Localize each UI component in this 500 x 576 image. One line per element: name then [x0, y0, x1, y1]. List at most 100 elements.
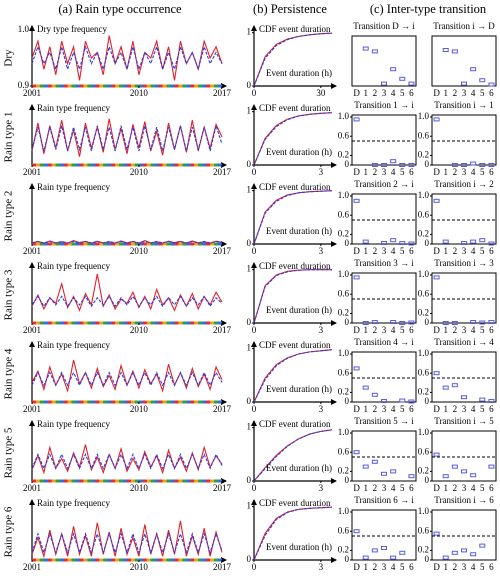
season-strip: [91, 479, 96, 483]
season-strip: [166, 163, 171, 167]
series-line: [31, 371, 223, 387]
season-strip: [154, 163, 159, 167]
season-strip: [162, 479, 167, 483]
season-strip: [206, 321, 211, 325]
season-strip: [32, 400, 36, 404]
row-label: Rain type 5: [3, 427, 15, 478]
series-line: [253, 349, 333, 403]
dot: [488, 320, 495, 325]
season-strip: [150, 558, 155, 562]
season-strip: [111, 558, 116, 562]
series-line: [31, 123, 223, 152]
season-strip: [170, 163, 175, 167]
season-strip: [79, 242, 84, 246]
x-tick-label: 3: [462, 562, 467, 572]
panel-title: Transition 5 → i: [354, 416, 414, 426]
season-strip: [146, 400, 151, 404]
dot: [399, 241, 406, 246]
dot: [461, 81, 467, 86]
dot: [479, 320, 486, 325]
season-strip: [218, 400, 222, 404]
season-strip: [67, 163, 72, 167]
dot: [461, 395, 467, 400]
x-tick-label: 6: [489, 325, 494, 335]
season-strip: [194, 242, 199, 246]
panel-frame: [431, 351, 497, 403]
season-strip: [63, 479, 68, 483]
season-strip: [194, 84, 199, 88]
season-strip: [51, 321, 56, 325]
season-strip: [95, 321, 100, 325]
x-tick-label: 3: [382, 167, 387, 177]
x-tick-label: 2: [453, 167, 458, 177]
panel-title: Transition i → 3: [434, 258, 494, 268]
panel-frame: [351, 351, 417, 403]
y-tick-label: 0.6: [418, 130, 430, 140]
y-tick-label: 1.0: [338, 348, 350, 358]
x-tick-label: 4: [391, 562, 396, 572]
x-tick-label: D: [433, 483, 440, 493]
season-strip: [123, 321, 127, 325]
dot: [451, 49, 458, 54]
season-strip: [218, 479, 222, 483]
y-tick-label: 0: [425, 317, 430, 327]
season-strip: [43, 84, 48, 88]
x-tick-label: 0: [252, 246, 257, 256]
x-tick-label: 5: [480, 246, 485, 256]
season-strip: [154, 84, 159, 88]
season-strip: [43, 400, 48, 404]
season-strip: [107, 84, 112, 88]
season-strip: [146, 242, 151, 246]
season-strip: [142, 479, 147, 483]
dot: [399, 398, 406, 403]
x-tick-label: 2: [373, 404, 378, 414]
dot: [399, 321, 406, 325]
x-tick-label: 2001: [23, 404, 41, 414]
season-strip: [178, 242, 183, 246]
season-strip: [55, 242, 60, 246]
row-label: Rain type 3: [3, 269, 15, 320]
season-strip: [47, 84, 52, 88]
season-strip: [206, 84, 211, 88]
y-tick-label: 1.0: [418, 506, 430, 516]
season-strip: [158, 163, 163, 167]
season-strip: [198, 479, 203, 483]
season-strip: [150, 84, 155, 88]
dot: [381, 546, 387, 550]
y-tick-label: 0: [247, 80, 252, 90]
x-tick-label: 2: [373, 88, 378, 98]
season-strip: [158, 400, 163, 404]
y-tick-label: 0.6: [338, 209, 350, 219]
season-strip: [79, 84, 84, 88]
x-tick-label: 2001: [23, 483, 41, 493]
x-tick-label: 5: [400, 167, 405, 177]
dot: [390, 67, 397, 72]
season-strip: [123, 163, 127, 167]
dot: [371, 320, 378, 325]
season-strip: [91, 163, 96, 167]
dot: [470, 161, 477, 166]
season-strip: [210, 321, 215, 325]
season-strip: [119, 242, 124, 246]
season-strip: [91, 558, 96, 562]
season-strip: [39, 400, 44, 404]
x-tick-label: 4: [391, 325, 396, 335]
season-strip: [83, 242, 88, 246]
panel-title: Transition 3 → i: [354, 258, 414, 268]
y-tick-label: 0.2: [418, 228, 429, 238]
season-strip: [182, 558, 187, 562]
season-strip: [43, 558, 48, 562]
season-strip: [166, 321, 171, 325]
season-strip: [198, 84, 203, 88]
x-tick-label: 5: [400, 88, 405, 98]
dot: [390, 469, 397, 474]
season-strip: [162, 321, 167, 325]
x-tick-label: 6: [489, 88, 494, 98]
season-strip: [134, 400, 139, 404]
dot: [470, 67, 477, 72]
series-line: [31, 452, 223, 470]
season-strip: [79, 558, 84, 562]
season-strip: [138, 321, 143, 325]
season-strip: [154, 558, 159, 562]
dot: [362, 464, 369, 469]
